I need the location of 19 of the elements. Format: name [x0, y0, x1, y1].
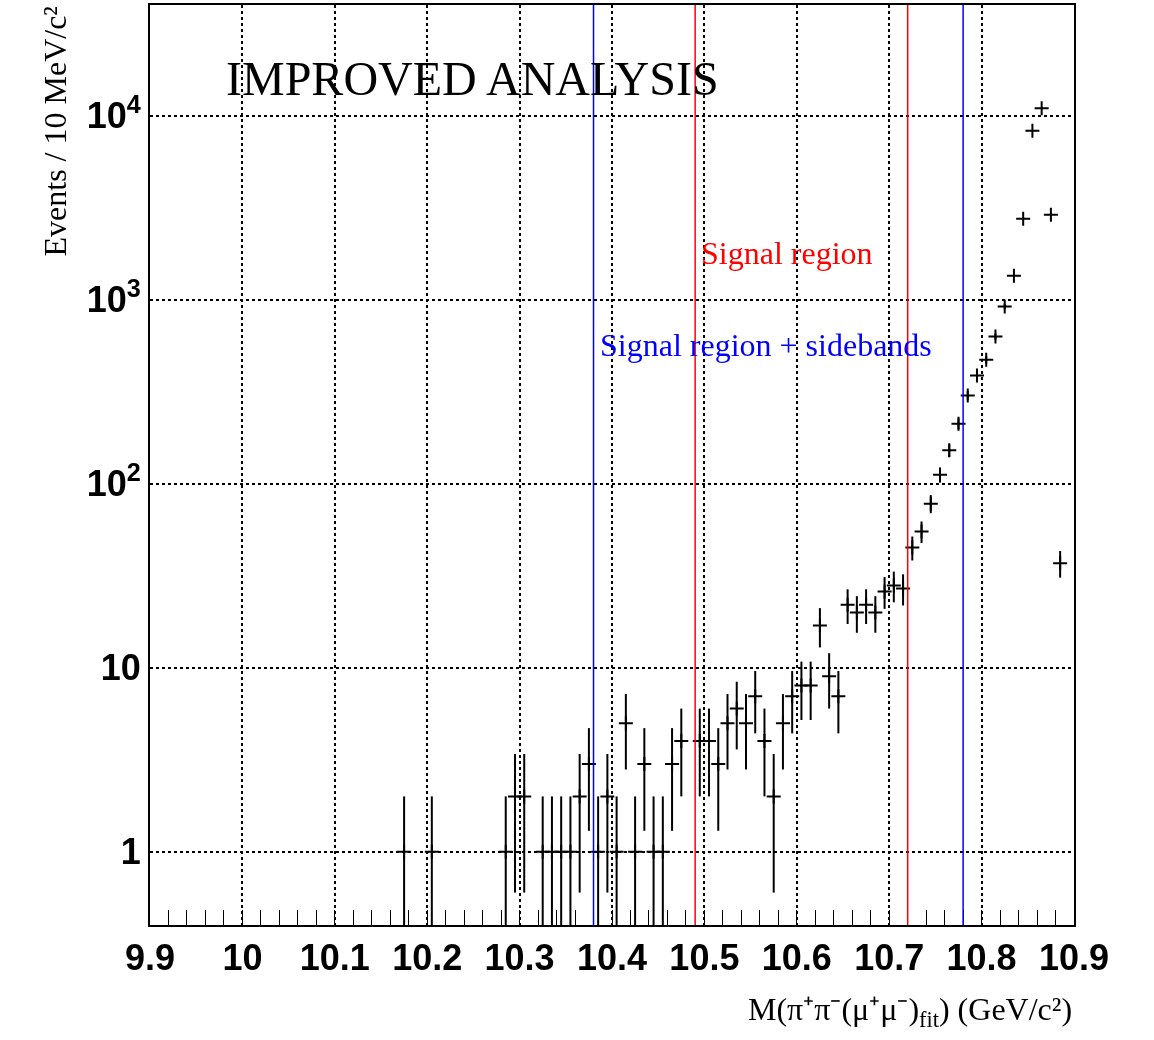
x-tick-label: 10.8 [946, 937, 1017, 979]
x-tick-label: 10.5 [669, 937, 740, 979]
y-axis-title: Events / 10 MeV/c² [36, 6, 73, 257]
x-tick-label: 10.9 [1038, 937, 1110, 979]
x-axis-title: M(π⁺π⁻(μ⁺μ⁻)$_{fit}$) (GeV/c²) [748, 991, 1073, 1032]
x-tick-label: 10.7 [854, 937, 925, 979]
y-tick-label: 10$^{4}$ [86, 90, 141, 137]
y-tick-label: 10$^{2}$ [86, 458, 141, 505]
y-tick-label: 10$^{3}$ [86, 274, 141, 321]
x-tick-label: 10.2 [392, 937, 463, 979]
x-tick-label: 10.1 [299, 937, 370, 979]
x-tick-label: 10.3 [484, 937, 555, 979]
ref-line-label: Signal region [701, 235, 873, 271]
x-tick-label: 10 [222, 937, 263, 979]
x-tick-label: 9.9 [124, 937, 176, 979]
y-tick-label: 10 [100, 647, 141, 689]
x-tick-label: 10.6 [761, 937, 832, 979]
x-tick-label: 10.4 [576, 937, 648, 979]
y-tick-label: 1 [120, 831, 141, 873]
